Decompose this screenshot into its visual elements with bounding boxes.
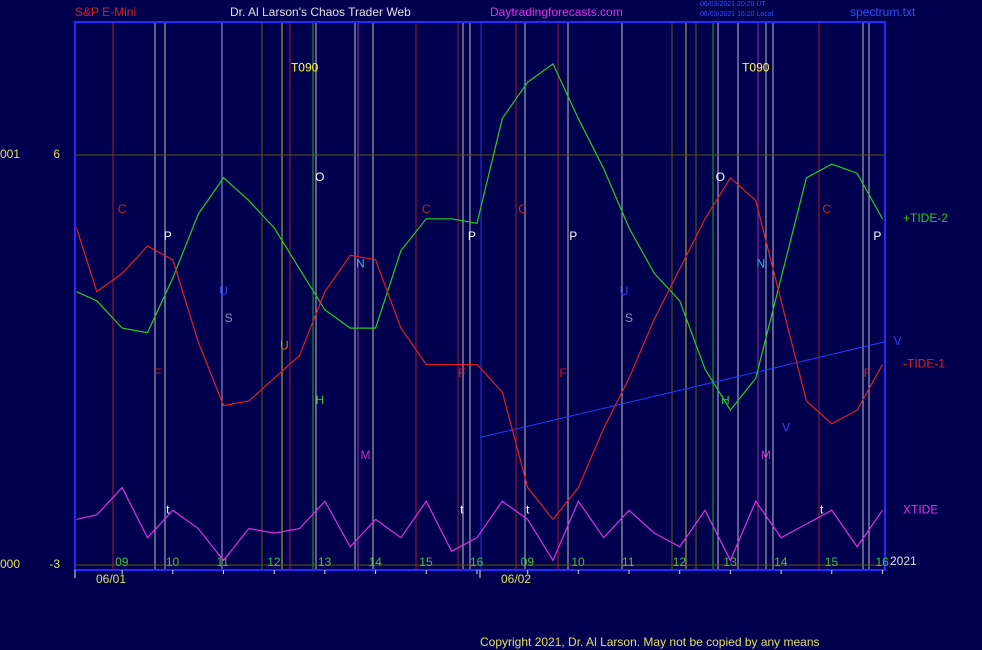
trendline <box>479 341 886 438</box>
annotation: P <box>569 229 577 243</box>
file-name: spectrum.txt <box>850 5 916 19</box>
annotation: t <box>526 502 530 516</box>
x-tick-label: 16 <box>470 555 484 569</box>
annotation: P <box>164 229 172 243</box>
x-tick-label: 12 <box>673 555 687 569</box>
annotation: U <box>280 339 289 353</box>
x-tick-label: 13 <box>723 555 737 569</box>
annotation: T090 <box>291 61 319 75</box>
x-tick-label: 11 <box>622 555 635 569</box>
x-tick-label: 15 <box>825 555 839 569</box>
date-label: 06/02 <box>501 572 531 586</box>
year: 2021 <box>890 554 917 568</box>
price-label: 001 <box>0 147 20 161</box>
annotation: T090 <box>742 61 770 75</box>
annotation: M <box>360 448 370 462</box>
annotation: C <box>822 202 831 216</box>
annotation: P <box>873 229 881 243</box>
series-line <box>76 62 883 412</box>
x-tick-label: 10 <box>166 555 180 569</box>
x-tick-label: 15 <box>419 555 433 569</box>
site-name: Dr. Al Larson's Chaos Trader Web <box>230 5 411 19</box>
series-label: +TIDE-2 <box>903 211 948 225</box>
annotation: F <box>559 366 566 380</box>
annotation: t <box>820 502 824 516</box>
annotation: F <box>458 366 465 380</box>
copyright: Copyright 2021, Dr. Al Larson. May not b… <box>480 635 820 649</box>
timestamp-ut: 06/03/2021 20:20 UT <box>700 1 766 8</box>
annotation: S <box>225 311 233 325</box>
x-tick-label: 09 <box>115 555 129 569</box>
annotation: F <box>864 366 871 380</box>
series-line <box>75 176 883 521</box>
annotation: N <box>756 257 765 271</box>
annotation: M <box>761 448 771 462</box>
series-line <box>76 486 883 562</box>
annotation: U <box>620 284 629 298</box>
x-tick-label: 11 <box>217 555 230 569</box>
x-tick-label: 16 <box>875 555 889 569</box>
y-tick-label: 6 <box>53 147 60 161</box>
annotation: H <box>315 393 324 407</box>
annotation: U <box>219 284 228 298</box>
annotation: F <box>154 366 161 380</box>
annotation: S <box>625 311 633 325</box>
x-tick-label: 10 <box>571 555 585 569</box>
annotation: t <box>166 502 170 516</box>
price-label: 000 <box>0 557 20 571</box>
series-label: XTIDE <box>903 502 938 516</box>
x-tick-label: 09 <box>521 555 535 569</box>
x-tick-label: 14 <box>369 555 383 569</box>
x-tick-label: 13 <box>318 555 332 569</box>
instrument: S&P E-Mini <box>75 5 136 19</box>
annotation: C <box>422 202 431 216</box>
annotation: C <box>118 202 127 216</box>
annotation: C <box>518 202 527 216</box>
annotation: t <box>460 502 464 516</box>
annotation: P <box>468 229 476 243</box>
date-label: 06/01 <box>96 572 126 586</box>
annotation: O <box>716 170 725 184</box>
annotation: V <box>894 334 902 348</box>
annotation: H <box>721 393 730 407</box>
annotation: N <box>356 257 365 271</box>
y-tick-label: -3 <box>49 557 60 571</box>
annotation: O <box>315 170 324 184</box>
planet-lines <box>112 22 870 570</box>
x-tick-label: 12 <box>267 555 281 569</box>
timestamp-local: 06/03/2021 16:20 Local <box>700 11 774 18</box>
annotation: V <box>782 421 790 435</box>
site-url: Daytradingforecasts.com <box>490 5 623 19</box>
series-label: -TIDE-1 <box>903 357 945 371</box>
x-tick-label: 14 <box>774 555 788 569</box>
